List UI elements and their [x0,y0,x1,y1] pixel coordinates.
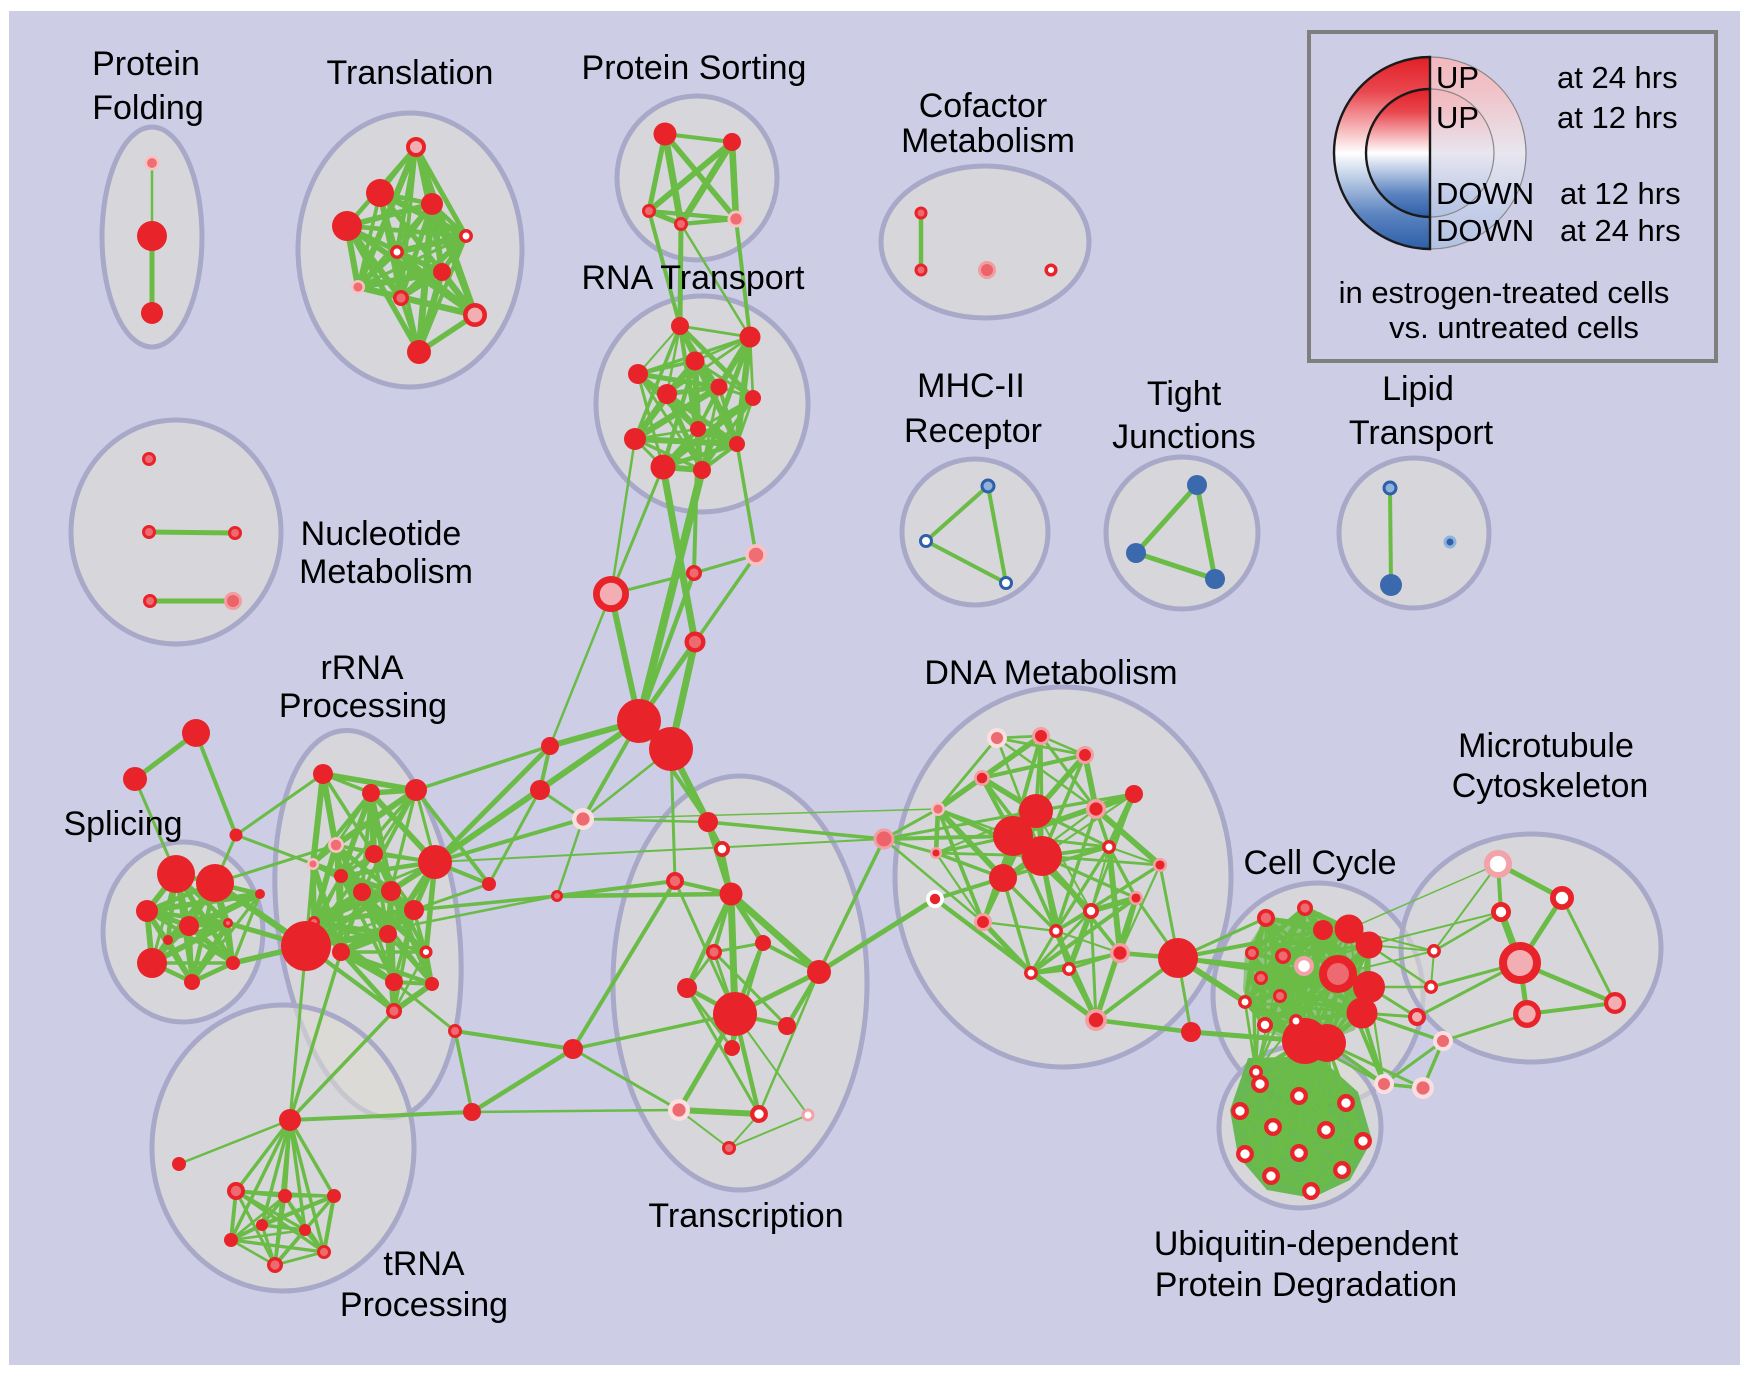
svg-text:Protein Degradation: Protein Degradation [1155,1266,1457,1304]
svg-text:DOWN: DOWN [1436,213,1534,248]
svg-text:in estrogen-treated cells: in estrogen-treated cells [1339,275,1670,310]
svg-text:Metabolism: Metabolism [299,553,473,591]
svg-text:rRNA: rRNA [320,649,403,687]
svg-text:Nucleotide: Nucleotide [301,515,462,553]
svg-text:Protein Sorting: Protein Sorting [582,49,807,87]
svg-text:Translation: Translation [327,54,494,92]
svg-text:Folding: Folding [92,89,204,127]
svg-text:Tight: Tight [1147,375,1222,413]
svg-text:at 24 hrs: at 24 hrs [1557,60,1678,95]
svg-text:at 12 hrs: at 12 hrs [1560,176,1681,211]
svg-text:Processing: Processing [279,687,447,725]
svg-text:vs. untreated cells: vs. untreated cells [1389,310,1639,345]
svg-text:at 24 hrs: at 24 hrs [1560,213,1681,248]
svg-text:RNA Transport: RNA Transport [582,259,806,297]
svg-text:UP: UP [1436,100,1479,135]
svg-text:at 12 hrs: at 12 hrs [1557,100,1678,135]
svg-text:Protein: Protein [92,45,200,83]
svg-text:Cell Cycle: Cell Cycle [1243,844,1396,882]
svg-text:Microtubule: Microtubule [1458,727,1634,765]
svg-text:Cofactor: Cofactor [919,87,1048,125]
svg-text:Metabolism: Metabolism [901,122,1075,160]
svg-text:Processing: Processing [340,1286,508,1324]
svg-text:UP: UP [1436,60,1479,95]
svg-text:DOWN: DOWN [1436,176,1534,211]
svg-text:tRNA: tRNA [383,1245,465,1283]
svg-text:Splicing: Splicing [63,805,182,843]
svg-text:MHC-II: MHC-II [917,367,1025,405]
svg-text:Receptor: Receptor [904,412,1042,450]
svg-text:Junctions: Junctions [1112,418,1256,456]
svg-text:Transport: Transport [1349,414,1494,452]
svg-text:Ubiquitin-dependent: Ubiquitin-dependent [1154,1225,1459,1263]
svg-text:DNA Metabolism: DNA Metabolism [924,654,1177,692]
svg-text:Lipid: Lipid [1382,370,1454,408]
svg-text:Cytoskeleton: Cytoskeleton [1452,767,1649,805]
svg-text:Transcription: Transcription [648,1197,843,1235]
